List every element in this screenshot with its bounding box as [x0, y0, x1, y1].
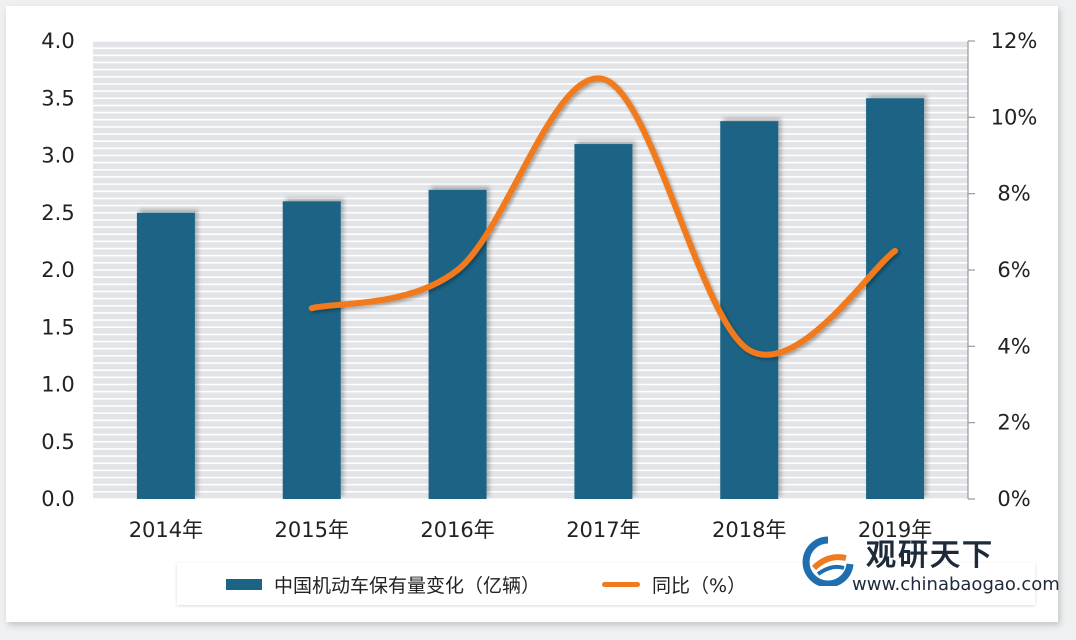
left-axis-ticks: 0.0 0.5 1.0 1.5 2.0 2.5 3.0 3.5 4.0	[41, 29, 74, 511]
watermark: 观研天下 www.chinabaogao.com	[800, 530, 1060, 600]
yoy-line	[308, 75, 899, 358]
left-axis-tick-label: 3.5	[41, 86, 74, 110]
legend-bar-label: 中国机动车保有量变化（亿辆）	[274, 574, 541, 597]
left-axis-tick-label: 0.0	[41, 487, 74, 511]
right-axis-tick-label: 0%	[997, 487, 1030, 511]
legend-line-swatch	[602, 581, 641, 587]
right-axis-tick-label: 2%	[997, 411, 1030, 435]
right-axis-ticks: 0% 2% 4% 6% 8% 10% 12%	[967, 29, 1038, 511]
x-axis-tick-label: 2019年	[858, 518, 932, 542]
right-axis-tick-label: 10%	[991, 105, 1038, 129]
bar	[428, 189, 487, 499]
x-axis-tick-label: 2018年	[712, 518, 786, 542]
left-axis-tick-label: 3.0	[41, 144, 74, 168]
line-series	[308, 75, 899, 358]
legend-line-label: 同比（%）	[652, 574, 747, 597]
right-axis-tick-label: 8%	[997, 182, 1030, 206]
legend-item-bar: 中国机动车保有量变化（亿辆）	[177, 571, 540, 598]
legend-item-line: 同比（%）	[540, 571, 746, 598]
left-axis-tick-label: 1.5	[41, 315, 74, 339]
x-axis-tick-label: 2017年	[566, 518, 640, 542]
x-axis-tick-label: 2014年	[129, 518, 203, 542]
left-axis-tick-label: 4.0	[41, 29, 74, 53]
left-axis-tick-label: 1.0	[41, 373, 74, 397]
bar	[136, 212, 195, 499]
watermark-logo-icon	[802, 536, 854, 586]
bar	[720, 121, 779, 500]
right-axis-tick-label: 4%	[997, 334, 1030, 358]
left-axis-tick-label: 2.0	[41, 258, 74, 282]
left-axis-tick-label: 0.5	[41, 430, 74, 454]
x-axis-ticks: 2014年 2015年 2016年 2017年 2018年 2019年	[129, 518, 933, 542]
legend: 中国机动车保有量变化（亿辆） 同比（%）	[177, 563, 1035, 605]
watermark-url: www.chinabaogao.com	[852, 574, 1060, 595]
bar-series	[136, 98, 925, 500]
watermark-title: 观研天下	[866, 538, 994, 573]
right-axis-tick-label: 12%	[991, 29, 1038, 53]
bar	[866, 98, 925, 499]
gridlines	[93, 40, 968, 500]
bar	[282, 201, 341, 500]
x-axis-tick-label: 2015年	[275, 518, 349, 542]
right-axis-tick-label: 6%	[997, 258, 1030, 282]
left-axis-tick-label: 2.5	[41, 201, 74, 225]
x-axis-tick-label: 2016年	[420, 518, 494, 542]
bar	[574, 144, 633, 500]
legend-bar-swatch	[226, 578, 262, 590]
